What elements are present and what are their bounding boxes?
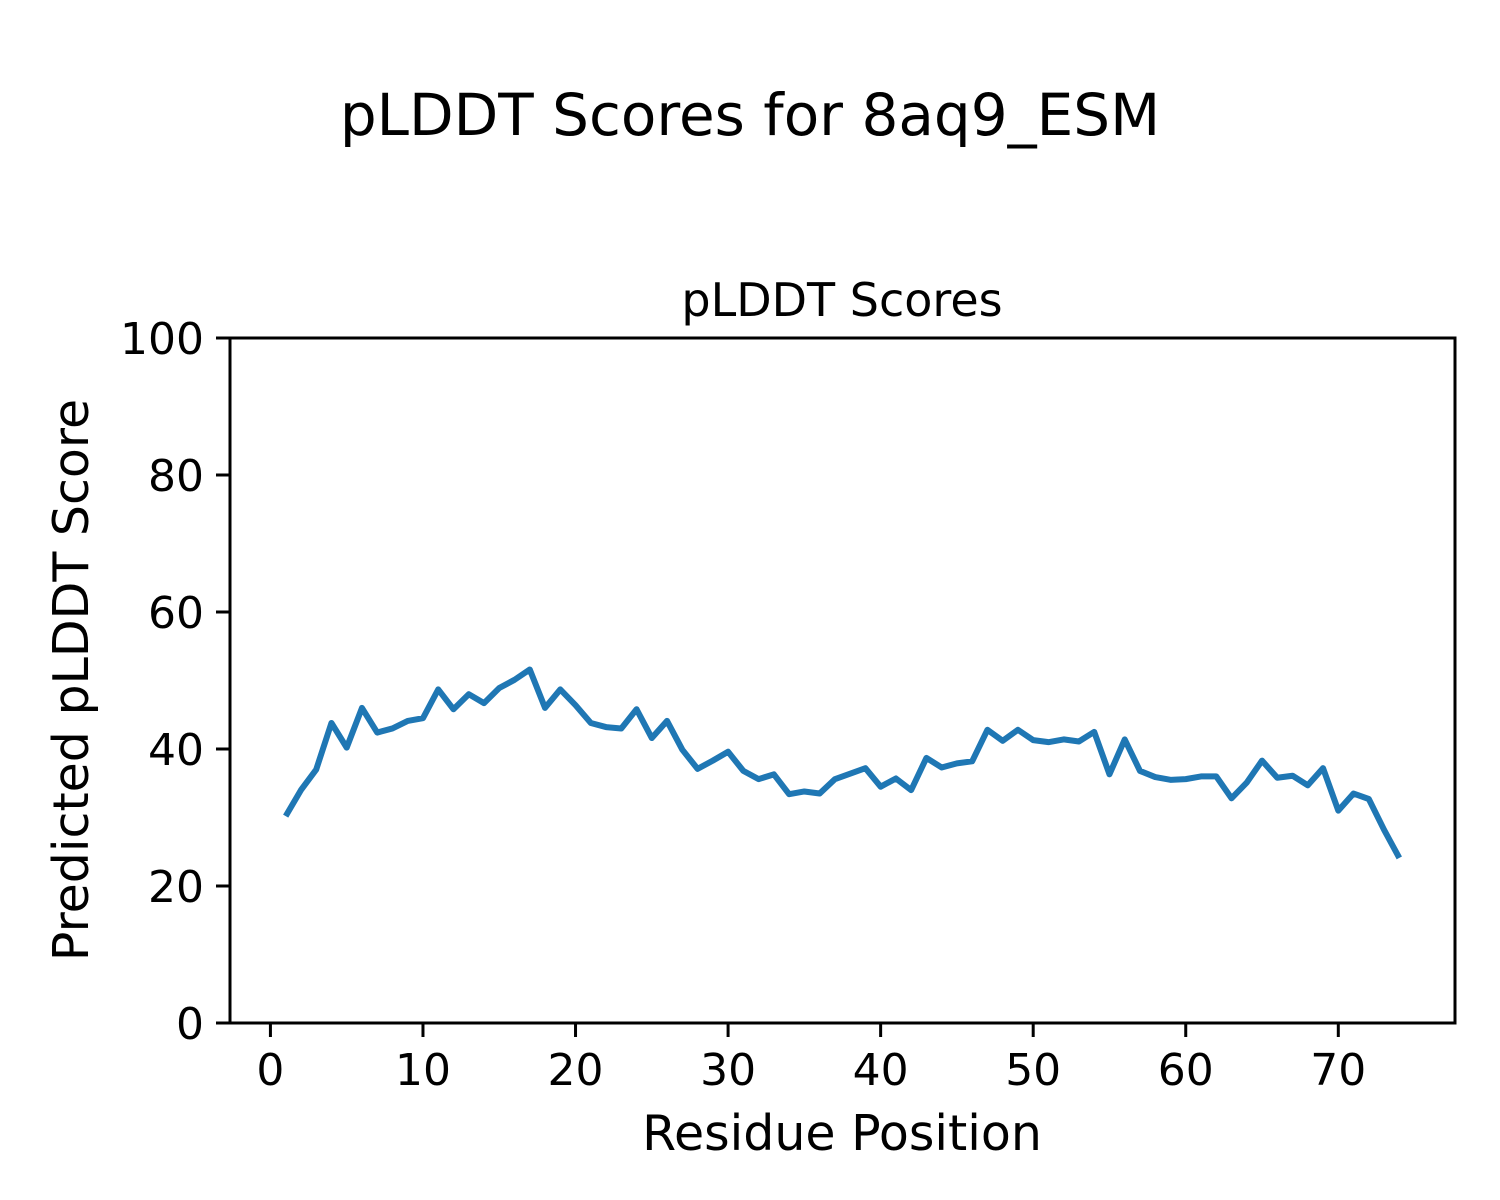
axes-frame [228,336,1457,1025]
x-tick-group: 0 10 20 30 40 50 60 70 [256,1023,1366,1096]
x-tick-label: 20 [548,1045,604,1096]
y-tick-label: 100 [120,314,204,365]
y-tick-group: 0 20 40 60 80 100 [120,314,230,1050]
y-tick-label: 20 [148,862,204,913]
x-tick-label: 0 [256,1045,284,1096]
plddt-score-line [283,666,1402,860]
y-tick-label: 0 [176,999,204,1050]
x-tick-label: 40 [853,1045,909,1096]
x-tick-label: 30 [700,1045,756,1096]
x-tick-label: 60 [1158,1045,1214,1096]
x-axis-label: Residue Position [642,1105,1042,1162]
x-tick-label: 70 [1310,1045,1366,1096]
y-axis-label: Predicted pLDDT Score [43,399,100,961]
x-tick-label: 50 [1005,1045,1061,1096]
y-tick-label: 40 [148,725,204,776]
figure-suptitle: pLDDT Scores for 8aq9_ESM [340,81,1160,149]
y-tick-label: 80 [148,451,204,502]
x-tick-label: 10 [395,1045,451,1096]
axes-title: pLDDT Scores [681,273,1002,327]
y-tick-label: 60 [148,588,204,639]
